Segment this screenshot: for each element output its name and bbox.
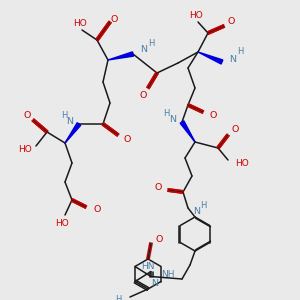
Text: O: O [139,92,147,100]
Polygon shape [108,52,134,60]
Text: HO: HO [235,158,249,167]
Text: HO: HO [55,218,69,227]
Text: HO: HO [73,20,87,28]
Text: HN: HN [142,262,155,271]
Text: O: O [209,110,216,119]
Text: H: H [200,200,206,209]
Text: N: N [169,115,176,124]
Text: O: O [155,236,162,244]
Text: H: H [61,112,67,121]
Text: H: H [148,40,154,49]
Text: NH: NH [161,270,175,279]
Text: HO: HO [189,11,203,20]
Text: N: N [140,46,147,55]
Text: H: H [164,109,170,118]
Text: N: N [193,206,200,215]
Text: N: N [229,55,236,64]
Polygon shape [198,52,223,64]
Text: O: O [154,184,162,193]
Text: O: O [110,14,118,23]
Text: O: O [93,206,100,214]
Text: O: O [228,17,236,26]
Text: O: O [124,134,131,143]
Text: N: N [151,279,158,288]
Polygon shape [180,121,195,142]
Polygon shape [65,123,81,143]
Text: O: O [23,112,31,121]
Text: H: H [116,295,122,300]
Text: N: N [66,118,73,127]
Text: O: O [232,125,239,134]
Text: H: H [237,47,243,56]
Text: HO: HO [18,146,32,154]
